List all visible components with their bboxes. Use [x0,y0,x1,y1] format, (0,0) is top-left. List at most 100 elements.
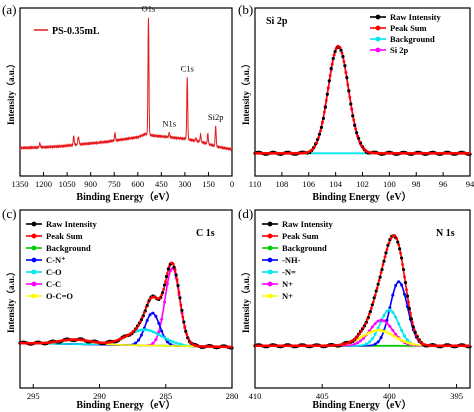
x-tick-label: 104 [329,179,343,189]
x-axis-label-a: Binding Energy（eV） [76,190,175,203]
x-tick-label: 0 [230,179,234,189]
component-marker [373,322,377,326]
peak-sum-marker [330,62,334,66]
legend-label: Peak Sum [390,23,427,33]
component-marker [379,329,383,333]
peak-sum-marker [262,344,266,348]
peak-sum-marker [389,151,393,155]
peak-sum-marker [381,263,385,266]
peak-sum-marker [291,344,295,348]
peak-sum-marker [129,331,133,335]
raw-intensity-point [349,102,353,106]
peak-sum-marker [391,234,395,238]
component-marker [165,337,169,341]
x-tick-label: 280 [226,391,239,401]
peak-sum-marker [315,344,318,348]
peak-sum-marker [270,344,274,348]
x-ticks-c: 295 290 285 280 [27,384,239,401]
raw-intensity-point [166,267,170,271]
annotations-a: O1s C1s N1s Si2p [142,4,224,129]
peak-sum-marker [395,151,399,155]
component-marker [168,342,172,346]
peak-sum-marker [463,151,467,155]
peak-sum-marker [71,338,75,341]
component-marker [168,339,172,343]
peak-sum-marker [350,107,354,111]
raw-intensity-point [184,329,188,333]
component-marker [382,329,386,333]
component-marker [137,338,141,342]
peak-sum-marker [362,147,365,150]
component-marker [373,332,377,336]
peak-sum-marker [430,344,434,348]
peak-sum-marker [395,237,399,240]
y-axis-label-a: Intensity（a.u.） [6,59,16,125]
raw-intensity-point [174,273,178,277]
peak-annotation: N1s [162,119,176,129]
peak-sum-marker [385,151,389,155]
y-axis-label-d: Intensity（a.u.） [241,267,251,333]
x-tick-label: 102 [356,179,369,189]
component-marker [385,321,389,325]
peak-sum-marker [430,151,434,155]
peak-sum-marker [326,86,330,90]
component-marker [385,318,389,322]
peak-sum-marker [465,151,469,155]
component-marker [379,318,383,322]
series-layer-b [253,44,472,156]
peak-sum-marker [461,151,465,155]
x-tick-label: 300 [179,179,192,189]
peak-sum-marker [266,151,270,155]
peak-sum-marker [399,251,403,255]
peak-sum-marker [401,263,404,266]
component-marker [163,300,167,304]
component-line [255,45,470,155]
component-marker [157,321,161,325]
peak-sum-marker [319,129,322,133]
peak-sum-marker [29,341,32,345]
peak-sum-marker [319,344,322,348]
raw-intensity-point [370,303,374,307]
component-marker [359,336,363,340]
component-marker [148,329,152,333]
component-marker [168,269,172,273]
legend-label: O-C=O [46,291,73,301]
peak-sum-marker [389,237,393,240]
peak-sum-marker [173,268,177,272]
component-marker [160,317,164,321]
component-marker [405,305,409,309]
peak-sum-marker [183,325,187,329]
component-marker [134,341,138,345]
peak-sum-marker [459,151,463,155]
component-marker [151,341,155,345]
legend-label: Raw Intensity [46,219,98,229]
raw-intensity-point [317,132,322,136]
raw-intensity-point [407,307,412,311]
x-tick-label: 96 [439,179,448,189]
component-marker [359,339,363,343]
peak-sum-marker [432,344,436,348]
component-marker [364,342,368,346]
component-marker [165,340,169,344]
chart-title-c: C 1s [196,228,215,239]
peak-sum-marker [291,151,295,155]
component-marker [388,306,392,310]
peak-sum-marker [309,344,313,348]
peak-sum-marker [289,344,293,348]
peak-sum-marker [297,151,301,155]
component-marker [154,314,158,318]
peak-sum-marker [455,344,459,348]
peak-sum-marker [346,83,350,87]
peak-sum-marker [33,341,36,345]
peak-sum-marker [313,145,317,148]
peak-sum-marker [342,60,346,63]
peak-sum-marker [293,344,297,348]
plot-frame-d [254,209,471,389]
peak-sum-marker [164,280,167,284]
peak-sum-marker [410,320,414,324]
peak-sum-marker [387,241,391,245]
peak-sum-marker [162,287,165,291]
panel-c: (c) 295 290 285 280 C 1s Raw Intensity Peak … [2,206,238,411]
peak-sum-marker [139,320,142,324]
raw-intensity-point [333,49,337,54]
